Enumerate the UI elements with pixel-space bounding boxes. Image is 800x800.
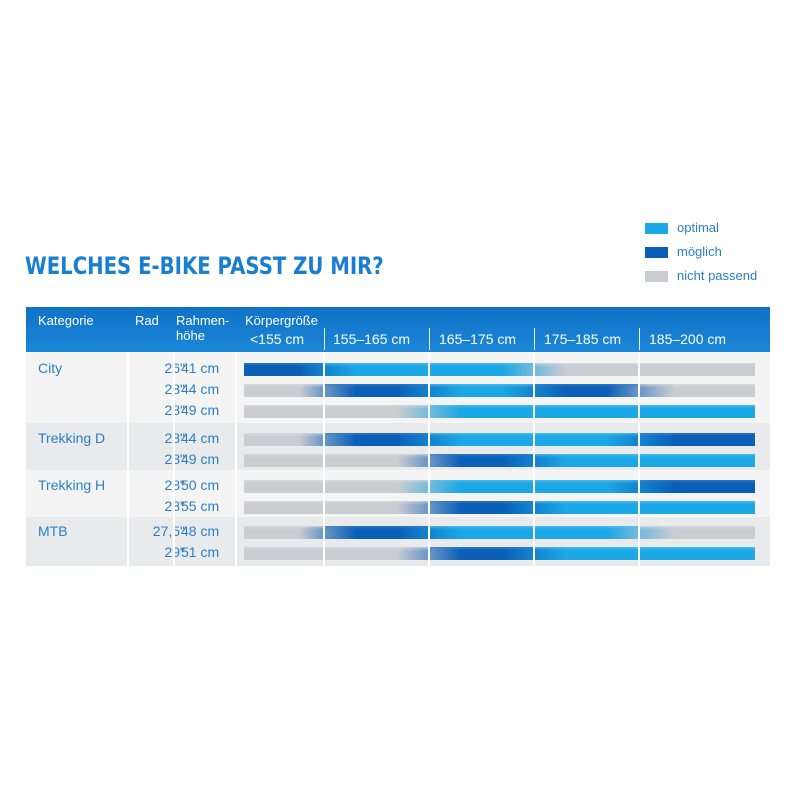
fit-bar-segment	[430, 547, 533, 560]
category-label: City	[38, 360, 63, 376]
fit-bar-segment	[325, 363, 428, 376]
header-separator	[534, 328, 535, 350]
fit-bar-segment	[535, 433, 638, 446]
header-size-range: 165–175 cm	[439, 331, 517, 347]
range-divider	[323, 352, 325, 566]
frame-size-label: 55 cm	[181, 498, 220, 514]
fit-bar-segment	[535, 480, 638, 493]
fit-bar-segment	[535, 405, 638, 418]
fit-bar-segment	[640, 433, 755, 446]
header-size-range: 185–200 cm	[649, 331, 727, 347]
fit-bar-segment	[430, 501, 533, 514]
fit-bar-segment	[535, 501, 638, 514]
fit-bar-segment	[244, 433, 323, 446]
legend-swatch	[645, 271, 668, 282]
header-size-range: 175–185 cm	[544, 331, 622, 347]
frame-size-label: 49 cm	[181, 402, 220, 418]
column-divider	[173, 352, 175, 566]
fit-bar-segment	[325, 501, 428, 514]
fit-bar-segment	[430, 433, 533, 446]
header-rahmen-line1: Rahmen-	[176, 313, 230, 328]
wheel-size-label: 27,5"	[152, 523, 185, 539]
fit-bar-segment	[535, 384, 638, 397]
fit-bar-segment	[244, 501, 323, 514]
fit-bar-segment	[325, 526, 428, 539]
page-title: WELCHES E-BIKE PASST ZU MIR?	[25, 252, 384, 280]
fit-bar-segment	[244, 480, 323, 493]
header-size-range: 155–165 cm	[333, 331, 411, 347]
fit-bar-segment	[535, 526, 638, 539]
legend-swatch	[645, 247, 668, 258]
category-label: Trekking D	[38, 430, 106, 446]
fit-bar-segment	[325, 384, 428, 397]
range-divider	[533, 352, 535, 566]
header-kategorie: Kategorie	[38, 313, 94, 328]
category-label: Trekking H	[38, 477, 106, 493]
fit-bar-segment	[325, 547, 428, 560]
fit-bar-segment	[430, 405, 533, 418]
frame-size-label: 51 cm	[181, 544, 220, 560]
frame-size-label: 49 cm	[181, 451, 220, 467]
header-separator	[324, 328, 325, 350]
fit-bar-segment	[325, 433, 428, 446]
fit-bar-segment	[244, 363, 323, 376]
frame-size-label: 50 cm	[181, 477, 220, 493]
column-divider	[235, 352, 237, 566]
header-separator	[429, 328, 430, 350]
legend-swatch	[645, 223, 668, 234]
column-divider	[127, 352, 129, 566]
header-koerpergroesse: Körpergröße	[245, 313, 318, 328]
fit-bar-segment	[244, 454, 323, 467]
fit-bar-segment	[640, 384, 755, 397]
legend-label: optimal	[677, 220, 719, 235]
fit-bar-segment	[430, 363, 533, 376]
fit-bar-segment	[244, 405, 323, 418]
fit-bar-segment	[430, 454, 533, 467]
fit-bar-segment	[244, 526, 323, 539]
fit-bar-segment	[640, 454, 755, 467]
frame-size-label: 48 cm	[181, 523, 220, 539]
fit-bar-segment	[325, 454, 428, 467]
fit-bar-segment	[244, 547, 323, 560]
frame-size-label: 41 cm	[181, 360, 220, 376]
header-separator	[639, 328, 640, 350]
fit-bar-segment	[244, 384, 323, 397]
fit-bar-segment	[640, 526, 755, 539]
range-divider	[638, 352, 640, 566]
fit-bar-segment	[535, 363, 638, 376]
header-rahmen-line2: höhe	[176, 328, 205, 343]
fit-bar-segment	[535, 454, 638, 467]
fit-bar-segment	[640, 547, 755, 560]
fit-bar-segment	[325, 480, 428, 493]
table-header: Kategorie Rad Rahmen- höhe Körpergröße <…	[26, 307, 770, 352]
fit-bar-segment	[640, 501, 755, 514]
fit-bar-segment	[430, 526, 533, 539]
range-divider	[428, 352, 430, 566]
fit-bar-segment	[640, 363, 755, 376]
fit-bar-segment	[430, 384, 533, 397]
header-rad: Rad	[135, 313, 159, 328]
legend-label: nicht passend	[677, 268, 758, 283]
fit-bar-segment	[535, 547, 638, 560]
legend-label: möglich	[677, 244, 722, 259]
fit-bar-segment	[430, 480, 533, 493]
header-size-range: <155 cm	[250, 331, 305, 347]
frame-size-label: 44 cm	[181, 430, 220, 446]
fit-bar-segment	[325, 405, 428, 418]
fit-bar-segment	[640, 405, 755, 418]
fit-bar-segment	[640, 480, 755, 493]
frame-size-label: 44 cm	[181, 381, 220, 397]
category-label: MTB	[38, 523, 68, 539]
